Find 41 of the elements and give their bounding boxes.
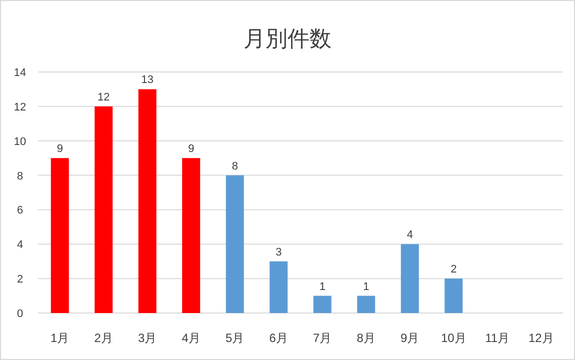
data-label: 1 <box>363 280 370 293</box>
bar <box>400 244 419 313</box>
bar <box>357 296 376 313</box>
data-label: 9 <box>188 143 194 156</box>
x-tick-label: 1月 <box>50 331 70 345</box>
y-tick-label: 14 <box>14 67 26 79</box>
y-tick-label: 10 <box>14 136 26 148</box>
y-tick-label: 4 <box>16 239 24 252</box>
y-tick-label: 0 <box>16 308 24 320</box>
data-label: 9 <box>56 143 63 156</box>
y-tick-label: 12 <box>14 101 26 114</box>
y-tick-label: 6 <box>16 204 24 217</box>
bar <box>270 261 288 313</box>
bar <box>50 158 69 313</box>
x-tick-label: 4月 <box>182 331 200 345</box>
data-label: 2 <box>450 264 457 276</box>
x-tick-label: 5月 <box>226 331 244 345</box>
y-tick-label: 2 <box>16 274 24 286</box>
x-tick-label: 9月 <box>400 331 420 345</box>
x-tick-label: 8月 <box>356 331 376 345</box>
data-label: 1 <box>319 280 326 293</box>
data-label: 13 <box>141 74 154 86</box>
x-tick-label: 12月 <box>528 331 554 345</box>
x-tick-label: 6月 <box>269 331 288 345</box>
bar <box>94 106 113 313</box>
x-tick-label: 2月 <box>94 331 113 345</box>
data-label: 12 <box>98 91 110 104</box>
x-tick-label: 10月 <box>440 331 466 345</box>
data-label: 4 <box>406 229 413 242</box>
x-tick-label: 11月 <box>485 331 510 345</box>
y-tick-label: 8 <box>16 170 24 182</box>
bar <box>226 175 244 313</box>
data-label: 8 <box>232 160 238 172</box>
bar <box>313 296 332 313</box>
bar <box>138 89 156 313</box>
data-label: 3 <box>276 246 282 258</box>
bar <box>444 278 463 313</box>
x-tick-label: 7月 <box>313 331 332 345</box>
bar <box>182 158 200 313</box>
x-tick-label: 3月 <box>138 331 157 345</box>
chart-title: 月別件数 <box>244 26 332 51</box>
